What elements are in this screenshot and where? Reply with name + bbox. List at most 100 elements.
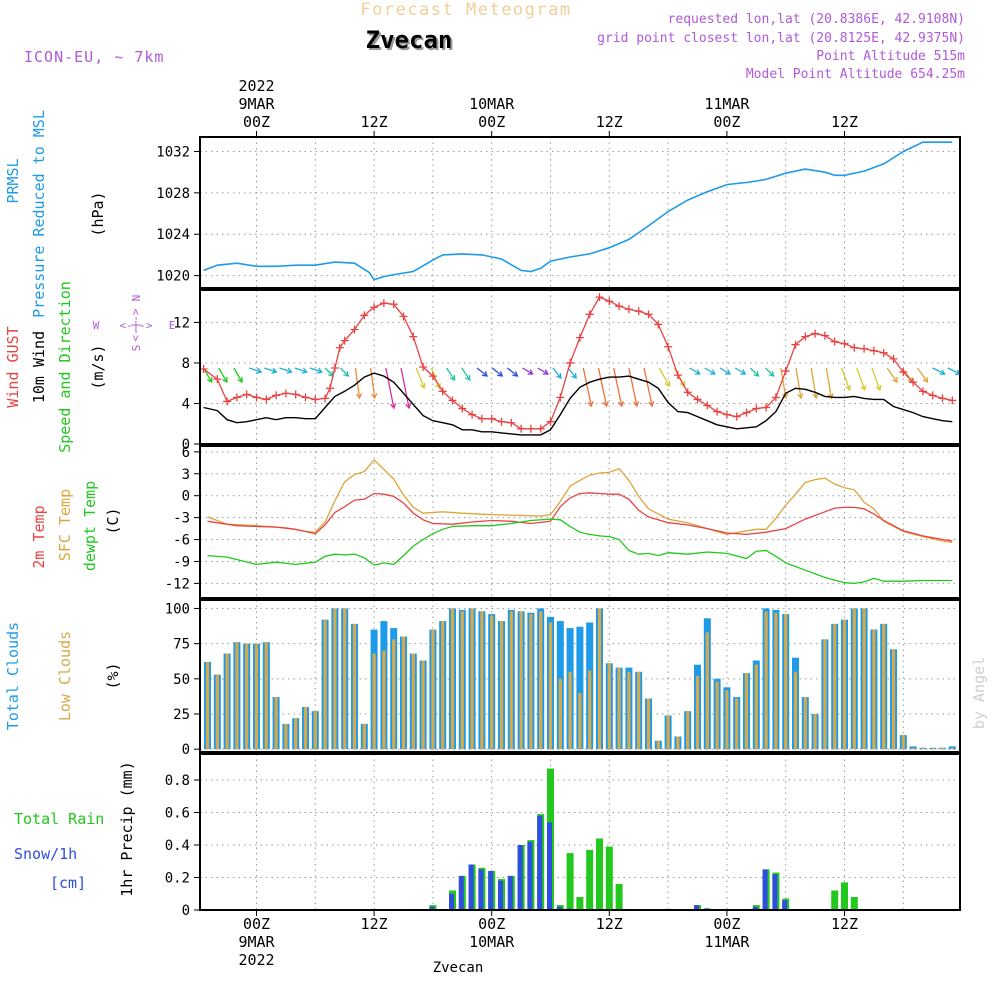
legend-snow-unit: [cm] (50, 874, 86, 892)
wind-arrow (749, 367, 759, 377)
wind-arrow-head (782, 393, 789, 400)
wind-arrow-head (617, 401, 624, 408)
marks-layer (199, 141, 962, 911)
wind-arrow-head (725, 369, 732, 375)
point-altitude: Point Altitude 515m (816, 49, 965, 64)
wind-arrow (552, 367, 562, 379)
gust-marker (644, 310, 653, 319)
gust-marker (850, 343, 859, 352)
gust-marker (546, 417, 555, 426)
wind-arrow-head (939, 369, 946, 376)
wind-arrow (279, 367, 292, 373)
gust-marker (801, 332, 810, 341)
wind-arrow-head (797, 393, 804, 400)
wind-arrow-head (587, 401, 594, 408)
bar-low-cloud (519, 611, 523, 750)
y-tick-label: 1028 (156, 186, 190, 202)
bar-low-cloud (548, 622, 553, 750)
gust-marker (311, 395, 320, 404)
bar-low-cloud (480, 611, 484, 750)
bar-low-cloud (588, 670, 592, 750)
gust-marker (899, 368, 908, 377)
bar-low-cloud (862, 608, 866, 750)
gust-marker (860, 344, 869, 353)
gust-marker (335, 343, 344, 352)
y-axis-label: 2m Temp (30, 505, 48, 568)
y-tick-label: 12 (173, 315, 190, 331)
x-tick-label-top: 00Z (243, 113, 270, 131)
bar-low-cloud (431, 629, 435, 750)
wind-arrow (856, 367, 866, 391)
bar-low-cloud (333, 608, 337, 750)
bar-rain (566, 853, 574, 910)
y-tick-label: 6 (182, 445, 190, 461)
wind-arrow (339, 367, 349, 377)
bar-low-cloud (441, 621, 445, 750)
y-axis-label: PRMSL (4, 158, 22, 203)
gust-marker (624, 305, 633, 314)
gust-marker (673, 371, 682, 380)
wind-arrow (324, 367, 334, 377)
wind-arrow (840, 367, 851, 391)
wind-arrow (294, 367, 307, 373)
bar-low-cloud (607, 663, 611, 750)
bar-low-cloud (254, 643, 259, 750)
bar-low-cloud (705, 632, 709, 750)
panel-frame-pressure (199, 136, 961, 289)
gust-marker (281, 389, 290, 398)
panel-frame-temperature (199, 445, 961, 599)
y-tick-label: 0.2 (165, 871, 190, 887)
x-tick-label-bottom: 2022 (238, 951, 274, 969)
bar-rain (831, 890, 839, 910)
gust-marker (918, 387, 927, 396)
bar-low-cloud (637, 671, 641, 750)
wind-arrow (506, 367, 518, 377)
x-tick-label-top: 12Z (831, 113, 858, 131)
wind-arrow (795, 367, 802, 399)
compass-west: W (93, 319, 100, 332)
watermark: by Angel (970, 657, 988, 729)
wind-arrow (780, 367, 787, 399)
bar-low-cloud (891, 649, 896, 750)
x-tick-label-top: 9MAR (238, 95, 275, 113)
wind-arrow (886, 367, 898, 383)
wind-arrow-head (664, 380, 671, 388)
bar-total-cloud (576, 626, 584, 750)
bar-low-cloud (509, 611, 513, 750)
gust-marker (693, 395, 702, 404)
wind-arrow (522, 367, 533, 375)
bar-snow (782, 900, 788, 911)
gust-marker (272, 391, 281, 400)
y-tick-label: 0 (182, 742, 190, 758)
x-tick-label-bottom: 12Z (361, 915, 388, 933)
x-tick-label-bottom: 00Z (243, 915, 270, 933)
bar-low-cloud (578, 692, 582, 750)
wind-arrow (704, 367, 716, 375)
gust-marker (722, 410, 731, 419)
gust-marker (301, 393, 310, 402)
x-tick-label-bottom: 00Z (478, 915, 505, 933)
compass-arrow-vertical: <-|-> (129, 308, 142, 341)
bar-snow (547, 822, 552, 911)
bar-low-cloud (617, 667, 621, 750)
bar-snow (429, 906, 435, 911)
gust-marker (477, 414, 486, 423)
bar-rain (850, 897, 858, 910)
bar-low-cloud (823, 639, 827, 750)
gust-marker (654, 320, 663, 329)
wind-arrow-head (206, 376, 213, 384)
text-layer: Forecast Meteogram Zvecan ICON-EU, ~ 7km… (4, 0, 988, 976)
gust-marker (526, 424, 535, 433)
gust-marker (242, 390, 251, 399)
wind-arrow (567, 367, 577, 379)
gust-marker (419, 363, 428, 371)
wind-arrow (597, 367, 608, 407)
wind-arrow-head (481, 371, 488, 377)
y-tick-label: 0.8 (165, 773, 190, 789)
wind-arrow-head (602, 401, 609, 408)
gust-marker (713, 407, 722, 416)
wind-arrow-head (709, 369, 716, 375)
gust-marker (664, 342, 673, 351)
y-tick-label: 4 (182, 396, 190, 412)
